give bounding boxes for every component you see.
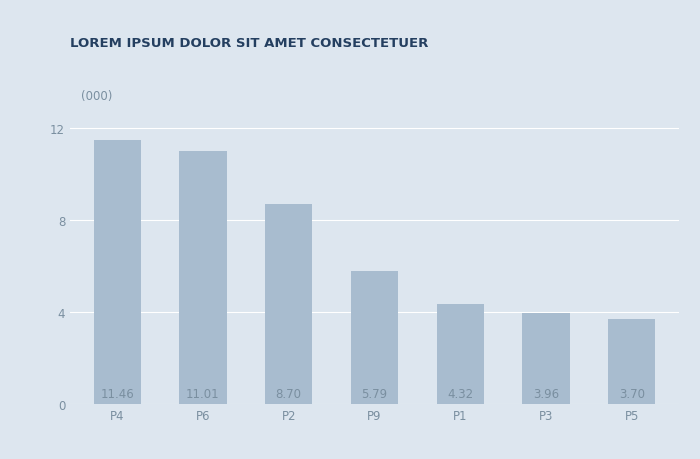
Text: 8.70: 8.70	[276, 387, 302, 400]
Bar	[351, 271, 398, 404]
Text: 5.79: 5.79	[361, 387, 388, 400]
Bar	[265, 204, 312, 404]
Bar	[522, 313, 570, 404]
Text: (000): (000)	[81, 90, 113, 103]
Bar	[179, 151, 227, 404]
Text: 11.01: 11.01	[186, 387, 220, 400]
Bar	[608, 319, 655, 404]
Bar	[94, 141, 141, 404]
Text: 4.32: 4.32	[447, 387, 473, 400]
Text: 3.70: 3.70	[619, 387, 645, 400]
Text: LOREM IPSUM DOLOR SIT AMET CONSECTETUER: LOREM IPSUM DOLOR SIT AMET CONSECTETUER	[70, 37, 428, 50]
Text: 3.96: 3.96	[533, 387, 559, 400]
Text: 11.46: 11.46	[100, 387, 134, 400]
Bar	[437, 305, 484, 404]
